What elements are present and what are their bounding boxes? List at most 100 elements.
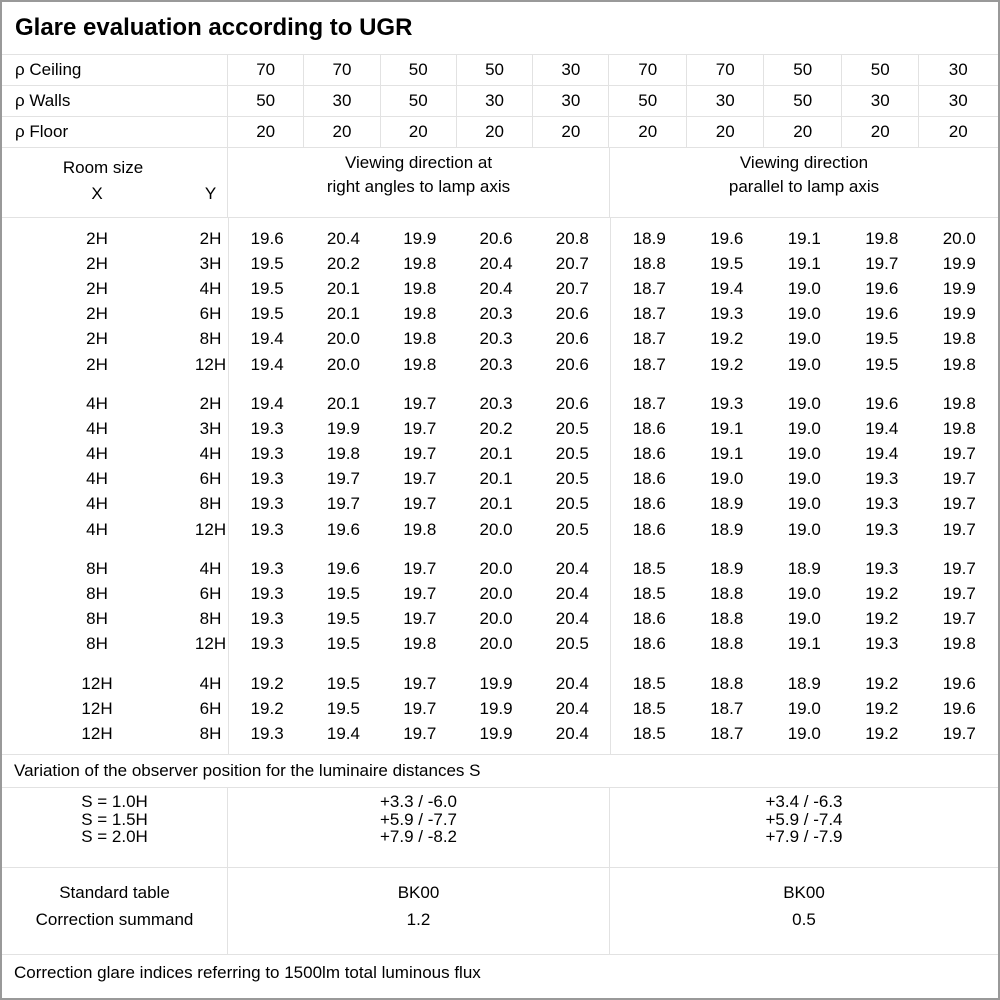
room-y-cell: 4H: [199, 278, 222, 298]
ugr-value-cell: 18.9: [710, 519, 744, 539]
ugr-value-cell: 19.6: [942, 698, 976, 718]
group-divider: [610, 218, 611, 754]
summary-labels: Standard table Correction summand: [2, 868, 228, 954]
ugr-value-cell: 19.7: [403, 723, 437, 743]
ugr-value-cell: 20.1: [326, 393, 360, 413]
ugr-value-cell: 19.8: [942, 418, 976, 438]
ugr-value-cell: 19.6: [865, 304, 899, 324]
table-row: 4H 8H 19.3 19.7 19.7 20.1 20.5 18.6 18.9 19.0 19.3…: [2, 492, 998, 517]
ugr-value-cell: 19.4: [250, 329, 284, 349]
room-x-cell: 4H: [86, 393, 108, 413]
room-x-cell: 12H: [81, 698, 113, 718]
ugr-value-cell: 19.7: [942, 584, 976, 604]
room-x-cell: 4H: [86, 418, 108, 438]
ugr-value-cell: 18.6: [632, 418, 666, 438]
table-row: 2H 12H 19.4 20.0 19.8 20.3 20.6 18.7 19.2 19.0 19.…: [2, 352, 998, 377]
ugr-value-cell: 19.9: [479, 673, 513, 693]
reflectance-label: ρ Walls: [2, 86, 228, 116]
s-distance-label: S = 1.5H: [81, 809, 148, 829]
ugr-value-cell: 19.5: [250, 304, 284, 324]
ugr-value-cell: 19.7: [942, 444, 976, 464]
reflectance-value: 30: [842, 86, 920, 116]
ugr-value-cell: 19.5: [250, 253, 284, 273]
ugr-value-cell: 20.4: [555, 558, 589, 578]
ugr-value-cell: 19.3: [865, 634, 899, 654]
variation-caption: Variation of the observer position for t…: [2, 754, 998, 788]
ugr-value-cell: 20.4: [555, 723, 589, 743]
ugr-value-cell: 19.0: [787, 609, 821, 629]
room-x-cell: 4H: [86, 469, 108, 489]
ugr-value-cell: 20.5: [555, 519, 589, 539]
ugr-value-cell: 19.5: [326, 698, 360, 718]
ugr-value-cell: 19.6: [865, 278, 899, 298]
ugr-value-cell: 19.7: [403, 558, 437, 578]
parallel-group-header: Viewing direction parallel to lamp axis: [610, 148, 998, 217]
ugr-value-cell: 19.7: [403, 494, 437, 514]
ugr-value-cell: 19.0: [787, 354, 821, 374]
ugr-value-cell: 19.2: [865, 698, 899, 718]
ugr-value-cell: 19.2: [250, 673, 284, 693]
reflectance-value: 20: [842, 117, 920, 147]
ugr-value-cell: 19.1: [787, 253, 821, 273]
table-row: 8H 12H 19.3 19.5 19.8 20.0 20.5 18.6 18.8 19.1 19.…: [2, 632, 998, 657]
reflectance-value: 30: [304, 86, 381, 116]
ugr-value-cell: 20.5: [555, 469, 589, 489]
reflectance-value: 50: [609, 86, 687, 116]
ugr-value-cell: 18.5: [632, 698, 666, 718]
ugr-value-cell: 19.4: [250, 354, 284, 374]
ugr-value-cell: 19.4: [865, 418, 899, 438]
table-row: 8H 4H 19.3 19.6 19.7 20.0 20.4 18.5 18.9 18.9 19.3…: [2, 556, 998, 581]
ugr-value-cell: 19.3: [250, 494, 284, 514]
ugr-value-cell: 18.7: [632, 304, 666, 324]
ugr-value-cell: 19.3: [250, 558, 284, 578]
reflectance-value: 70: [609, 55, 687, 85]
ugr-value-cell: 20.0: [942, 228, 976, 248]
ugr-value-cell: 19.8: [942, 329, 976, 349]
ugr-value-cell: 19.0: [787, 304, 821, 324]
ugr-value-cell: 19.7: [403, 609, 437, 629]
ugr-value-cell: 20.0: [479, 584, 513, 604]
ugr-value-cell: 19.3: [710, 304, 744, 324]
ugr-value-cell: 19.3: [710, 393, 744, 413]
ugr-value-cell: 19.9: [479, 698, 513, 718]
table-header-row: Room size X Y Viewing direction at right…: [2, 148, 998, 218]
ugr-value-cell: 19.2: [865, 673, 899, 693]
ugr-value-cell: 19.8: [942, 354, 976, 374]
s-distance-labels: S = 1.0H S = 1.5H S = 2.0H: [2, 788, 228, 867]
s-right-angles-values: +3.3 / -6.0 +5.9 / -7.7 +7.9 / -8.2: [228, 788, 610, 867]
reflectance-value: 20: [948, 122, 968, 141]
ugr-value-cell: 18.8: [710, 609, 744, 629]
ugr-value-cell: 20.8: [555, 228, 589, 248]
ugr-value-cell: 20.0: [479, 519, 513, 539]
ugr-value-cell: 19.4: [710, 278, 744, 298]
reflectance-value: 50: [381, 55, 457, 85]
ugr-value-cell: 19.0: [787, 519, 821, 539]
room-x-cell: 4H: [86, 494, 108, 514]
ugr-value-cell: 19.0: [710, 469, 744, 489]
xy-header-row: X Y: [2, 184, 227, 204]
summary-parallel-value: 0.5: [792, 910, 816, 929]
ugr-value-cell: 19.4: [865, 444, 899, 464]
right-angles-header-line1: Viewing direction at: [344, 153, 493, 172]
ugr-value-cell: 18.6: [632, 469, 666, 489]
room-y-cell: 6H: [199, 469, 222, 489]
reflectance-value: 30: [457, 86, 534, 116]
table-row: 12H 6H 19.2 19.5 19.7 19.9 20.4 18.5 18.7 19.0 19.…: [2, 696, 998, 721]
ugr-value-cell: 18.5: [632, 723, 666, 743]
reflectance-table: ρ Ceiling 70 70 50 50 30 70 70 50 50 30 ρ Walls 50 30…: [2, 55, 998, 148]
summary-parallel-value: BK00: [783, 883, 825, 902]
table-row: 4H 12H 19.3 19.6 19.8 20.0 20.5 18.6 18.9 19.0 19.…: [2, 517, 998, 542]
room-y-cell: 6H: [199, 698, 222, 718]
ugr-value-cell: 20.6: [555, 393, 589, 413]
ugr-value-cell: 20.7: [555, 278, 589, 298]
summary-parallel-values: BK00 0.5: [610, 868, 998, 954]
ugr-value-cell: 19.7: [403, 418, 437, 438]
ugr-value-cell: 18.8: [710, 584, 744, 604]
ugr-value-cell: 19.7: [942, 558, 976, 578]
table-row: 12H 4H 19.2 19.5 19.7 19.9 20.4 18.5 18.8 18.9 19.…: [2, 671, 998, 696]
ugr-value-cell: 19.8: [403, 329, 437, 349]
ugr-value-cell: 19.2: [710, 329, 744, 349]
ugr-value-cell: 19.3: [250, 444, 284, 464]
ugr-value-cell: 19.5: [326, 584, 360, 604]
